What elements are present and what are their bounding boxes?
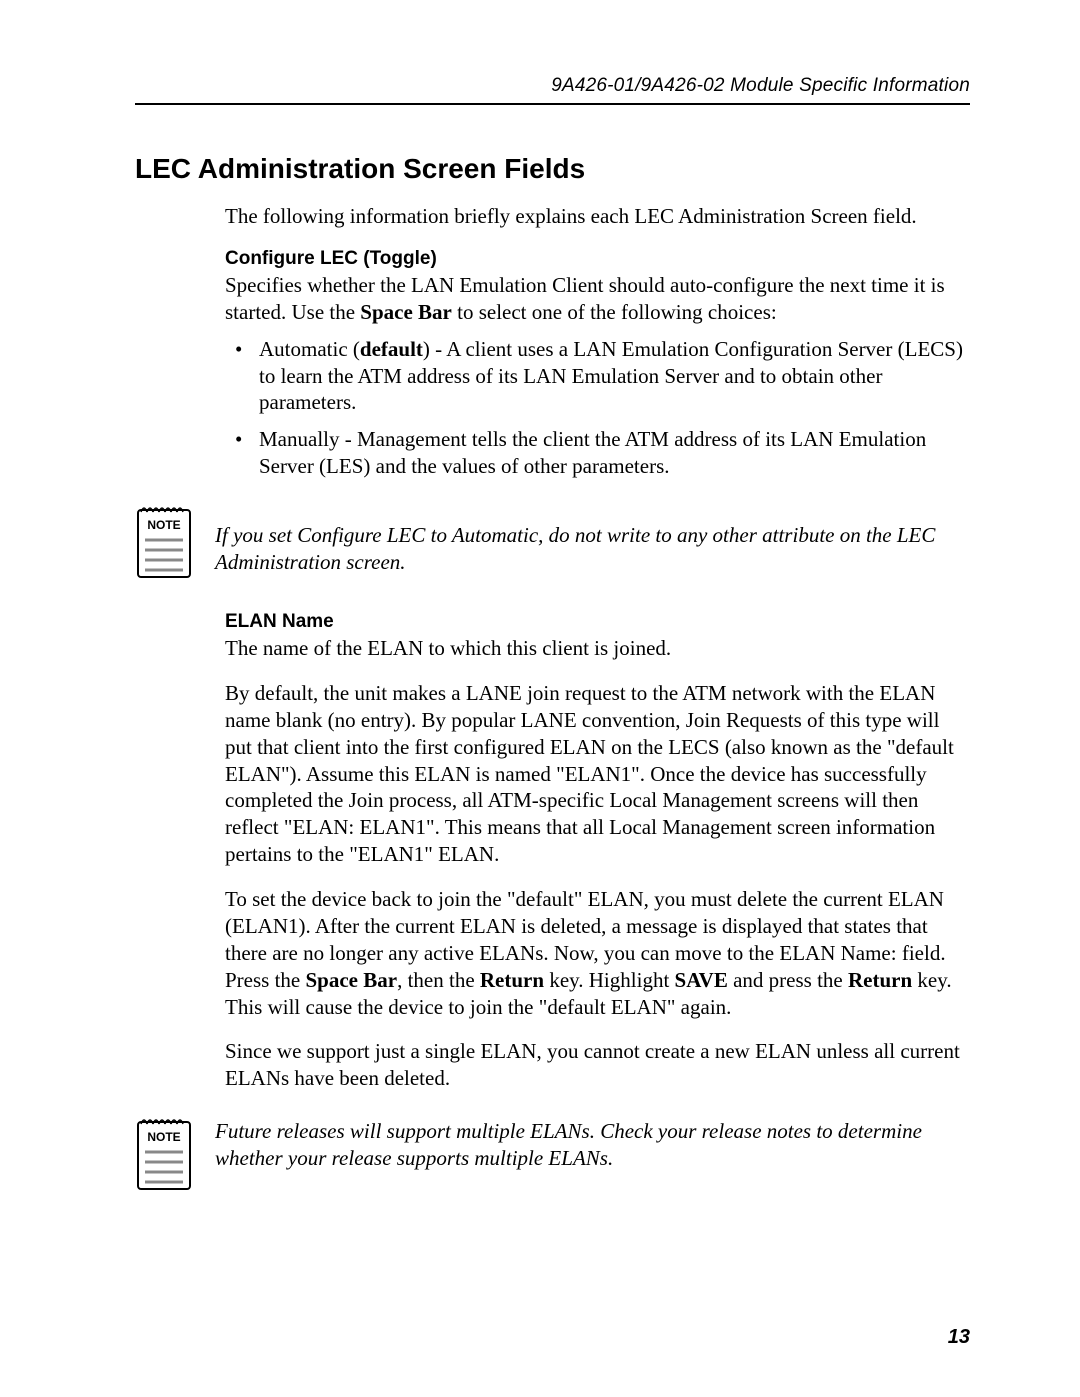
body-column: ELAN Name The name of the ELAN to which … [225, 611, 970, 1092]
note-text: Future releases will support multiple EL… [215, 1118, 970, 1172]
running-header: 9A426-01/9A426-02 Module Specific Inform… [135, 75, 970, 97]
note-block: NOTE If you set Configure LEC to Automat… [135, 500, 970, 585]
note-text: If you set Configure LEC to Automatic, d… [215, 522, 970, 576]
elan-p1: The name of the ELAN to which this clien… [225, 635, 970, 662]
section-title: LEC Administration Screen Fields [135, 153, 970, 185]
elan-p2: By default, the unit makes a LANE join r… [225, 680, 970, 868]
bullet-item: Manually - Management tells the client t… [225, 426, 970, 480]
configure-lec-paragraph: Specifies whether the LAN Emulation Clie… [225, 272, 970, 326]
elan-p3: To set the device back to join the "defa… [225, 886, 970, 1020]
note-label: NOTE [147, 518, 180, 532]
page: 9A426-01/9A426-02 Module Specific Inform… [0, 0, 1080, 1397]
body-column: The following information briefly explai… [225, 203, 970, 480]
elan-name-heading: ELAN Name [225, 611, 970, 633]
header-rule [135, 103, 970, 105]
note-icon: NOTE [135, 500, 193, 585]
intro-paragraph: The following information briefly explai… [225, 203, 970, 230]
configure-lec-heading: Configure LEC (Toggle) [225, 248, 970, 270]
note-block: NOTE Future releases will support multip… [135, 1112, 970, 1197]
page-number: 13 [948, 1326, 970, 1349]
configure-lec-bullets: Automatic (default) - A client uses a LA… [225, 336, 970, 480]
elan-p4: Since we support just a single ELAN, you… [225, 1038, 970, 1092]
note-label: NOTE [147, 1130, 180, 1144]
bullet-item: Automatic (default) - A client uses a LA… [225, 336, 970, 417]
note-icon: NOTE [135, 1112, 193, 1197]
